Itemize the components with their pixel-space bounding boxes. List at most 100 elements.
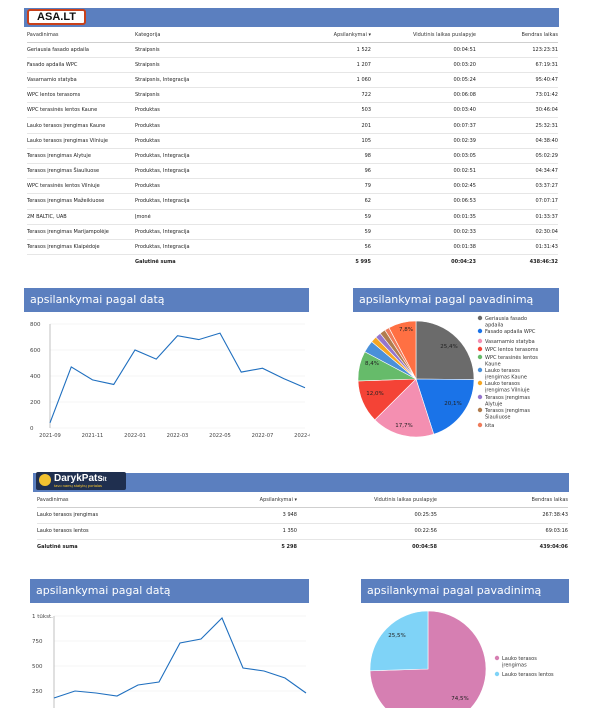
table-cell: Terasos įrengimas Klaipėdoje [27, 239, 135, 256]
col-header-avg-time[interactable]: Vidutinis laikas puslapyje [297, 493, 437, 508]
total-cell: 438:46:32 [529, 259, 558, 266]
table-row[interactable]: Lauko terasos lentos 1 350 00:22:56 69:03:1… [37, 523, 568, 540]
total-cell: 5 298 [281, 544, 297, 551]
daryk-logo: DarykPatslt tavo namų statybų portalas [36, 472, 126, 490]
table-cell: 00:04:51 [371, 42, 476, 58]
table-row[interactable]: Terasos įrengimas Klaipėdoje Produktas, I… [27, 239, 558, 256]
col-header-name[interactable]: Pavadinimas [37, 493, 187, 508]
x-tick-label: 2022-07 [252, 433, 274, 439]
table-cell: Straipsnis [135, 57, 255, 73]
table-row[interactable]: WPC terasinės lentos Vilniuje Produktas 79… [27, 178, 558, 195]
table-cell: Produktas [135, 178, 255, 195]
legend-entry: WPC terasinės lentos [485, 355, 538, 361]
legend-entry: įrengimas [502, 663, 527, 669]
table-header-row: Pavadinimas Kategorija Apsilankymai ▾ Vi… [27, 28, 558, 43]
table-cell: 1 522 [255, 42, 371, 58]
table-cell: 04:38:40 [476, 133, 558, 149]
legend-entry: Lauko terasos [502, 656, 537, 662]
y-tick-label: 800 [30, 322, 41, 328]
pie-slice [415, 378, 475, 435]
legend-entry: Fasado apdaila WPC [485, 329, 536, 335]
slice-label: 12,0% [366, 391, 383, 397]
table-cell: WPC terasinės lentos Kaune [27, 102, 135, 119]
col-header-name[interactable]: Pavadinimas [27, 28, 135, 43]
series-line [49, 332, 306, 423]
table-cell: Lauko terasos lentos [37, 523, 187, 540]
table-cell: WPC terasinės lentos Vilniuje [27, 178, 135, 195]
table-cell: 07:07:17 [476, 193, 558, 210]
legend-entry: Geriausia fasado [485, 316, 527, 322]
asa-logo: ASA.LT [27, 9, 86, 25]
slice-label: 25,5% [388, 633, 405, 639]
legend-swatch [477, 354, 483, 360]
legend-swatch [477, 315, 483, 321]
legend-entry: Vasarnamio statyba [485, 339, 535, 345]
slice-label: 8,4% [365, 361, 379, 367]
table-row[interactable]: Fasado apdaila WPC Straipsnis 1 207 00:03:2… [27, 57, 558, 73]
daryk-line-chart-title: apsilankymai pagal datą [30, 579, 309, 603]
table-total-row: Galutinė suma 5 995 00:04:23 438:46:32 [27, 255, 558, 270]
y-tick-label: 500 [32, 664, 43, 670]
table-cell: WPC lentos terasoms [27, 87, 135, 104]
table-row[interactable]: Lauko terasos įrengimas Vilniuje Produkta… [27, 133, 558, 149]
legend-entry: kita [485, 423, 494, 429]
total-cell: 5 995 [355, 259, 371, 266]
table-cell: 00:02:45 [371, 178, 476, 195]
table-cell: 1 350 [187, 523, 297, 540]
legend-swatch [477, 394, 483, 400]
table-cell: 96 [255, 163, 371, 180]
table-cell: 30:46:04 [476, 102, 558, 119]
col-header-visits[interactable]: Apsilankymai ▾ [255, 28, 371, 43]
table-cell: 03:37:27 [476, 178, 558, 195]
table-row[interactable]: WPC terasinės lentos Kaune Produktas 503 00… [27, 102, 558, 119]
table-row[interactable]: Lauko terasos įrengimas 3 948 00:25:35 267:… [37, 507, 568, 524]
table-row[interactable]: 2M BALTIC, UAB Įmonė 59 00:01:35 01:33:37 [27, 209, 558, 225]
table-cell: 00:03:20 [371, 57, 476, 73]
table-row[interactable]: Terasos įrengimas Marijampolėje Produktas… [27, 224, 558, 240]
table-cell: 02:30:04 [476, 224, 558, 240]
daryk-line-chart: 1 tūkst. 750 500 250 [32, 614, 307, 708]
table-cell: 56 [255, 239, 371, 256]
table-cell: Fasado apdaila WPC [27, 57, 135, 73]
table-cell: 79 [255, 178, 371, 195]
x-tick-label: 2021-11 [82, 433, 104, 439]
table-cell: 01:31:43 [476, 239, 558, 256]
table-cell: 105 [255, 133, 371, 149]
col-header-category[interactable]: Kategorija [135, 28, 255, 43]
sort-desc-icon: ▾ [368, 31, 371, 38]
table-cell: 2M BALTIC, UAB [27, 209, 135, 225]
col-header-visits[interactable]: Apsilankymai ▾ [187, 493, 297, 508]
table-cell: 503 [255, 102, 371, 119]
table-cell: 00:07:37 [371, 117, 476, 134]
table-cell: Produktas [135, 102, 255, 119]
table-cell: Produktas, Integracija [135, 239, 255, 256]
legend-swatch [494, 655, 500, 661]
col-header-total-time[interactable]: Bendras laikas [437, 493, 568, 508]
table-row[interactable]: Vasarnamio statyba Straipsnis, Integracij… [27, 72, 558, 89]
table-row[interactable]: Terasos įrengimas Mažeikiuose Produktas, … [27, 193, 558, 210]
table-cell: 05:02:29 [476, 148, 558, 165]
table-row[interactable]: Lauko terasos įrengimas Kaune Produktas 20… [27, 117, 558, 134]
table-cell: 00:06:53 [371, 193, 476, 210]
table-row[interactable]: Geriausia fasado apdaila Straipsnis 1 522 0… [27, 42, 558, 58]
col-header-total-time[interactable]: Bendras laikas [476, 28, 558, 43]
table-cell: 722 [255, 87, 371, 104]
table-cell: 00:25:35 [297, 507, 437, 524]
table-total-row: Galutinė suma 5 298 00:04:58 439:04:06 [37, 539, 568, 555]
table-row[interactable]: WPC lentos terasoms Straipsnis 722 00:06:08… [27, 87, 558, 104]
table-cell: 00:06:08 [371, 87, 476, 104]
col-header-avg-time[interactable]: Vidutinis laikas puslapyje [371, 28, 476, 43]
legend-entry: Lauko terasos [485, 368, 520, 374]
table-row[interactable]: Terasos įrengimas Alytuje Produktas, Inte… [27, 148, 558, 165]
x-tick-label: 2022-09 [294, 433, 310, 439]
pie-slice [415, 320, 475, 380]
table-row[interactable]: Terasos įrengimas Šiauliuose Produktas, I… [27, 163, 558, 180]
legend-entry: Kaune [485, 362, 501, 368]
table-cell: 73:01:42 [476, 87, 558, 104]
x-tick-label: 2022-03 [167, 433, 189, 439]
table-cell: Straipsnis [135, 42, 255, 58]
table-cell: Lauko terasos įrengimas Kaune [27, 117, 135, 134]
table-cell: Produktas, Integracija [135, 148, 255, 165]
legend-entry: Terasos įrengimas [484, 408, 530, 414]
